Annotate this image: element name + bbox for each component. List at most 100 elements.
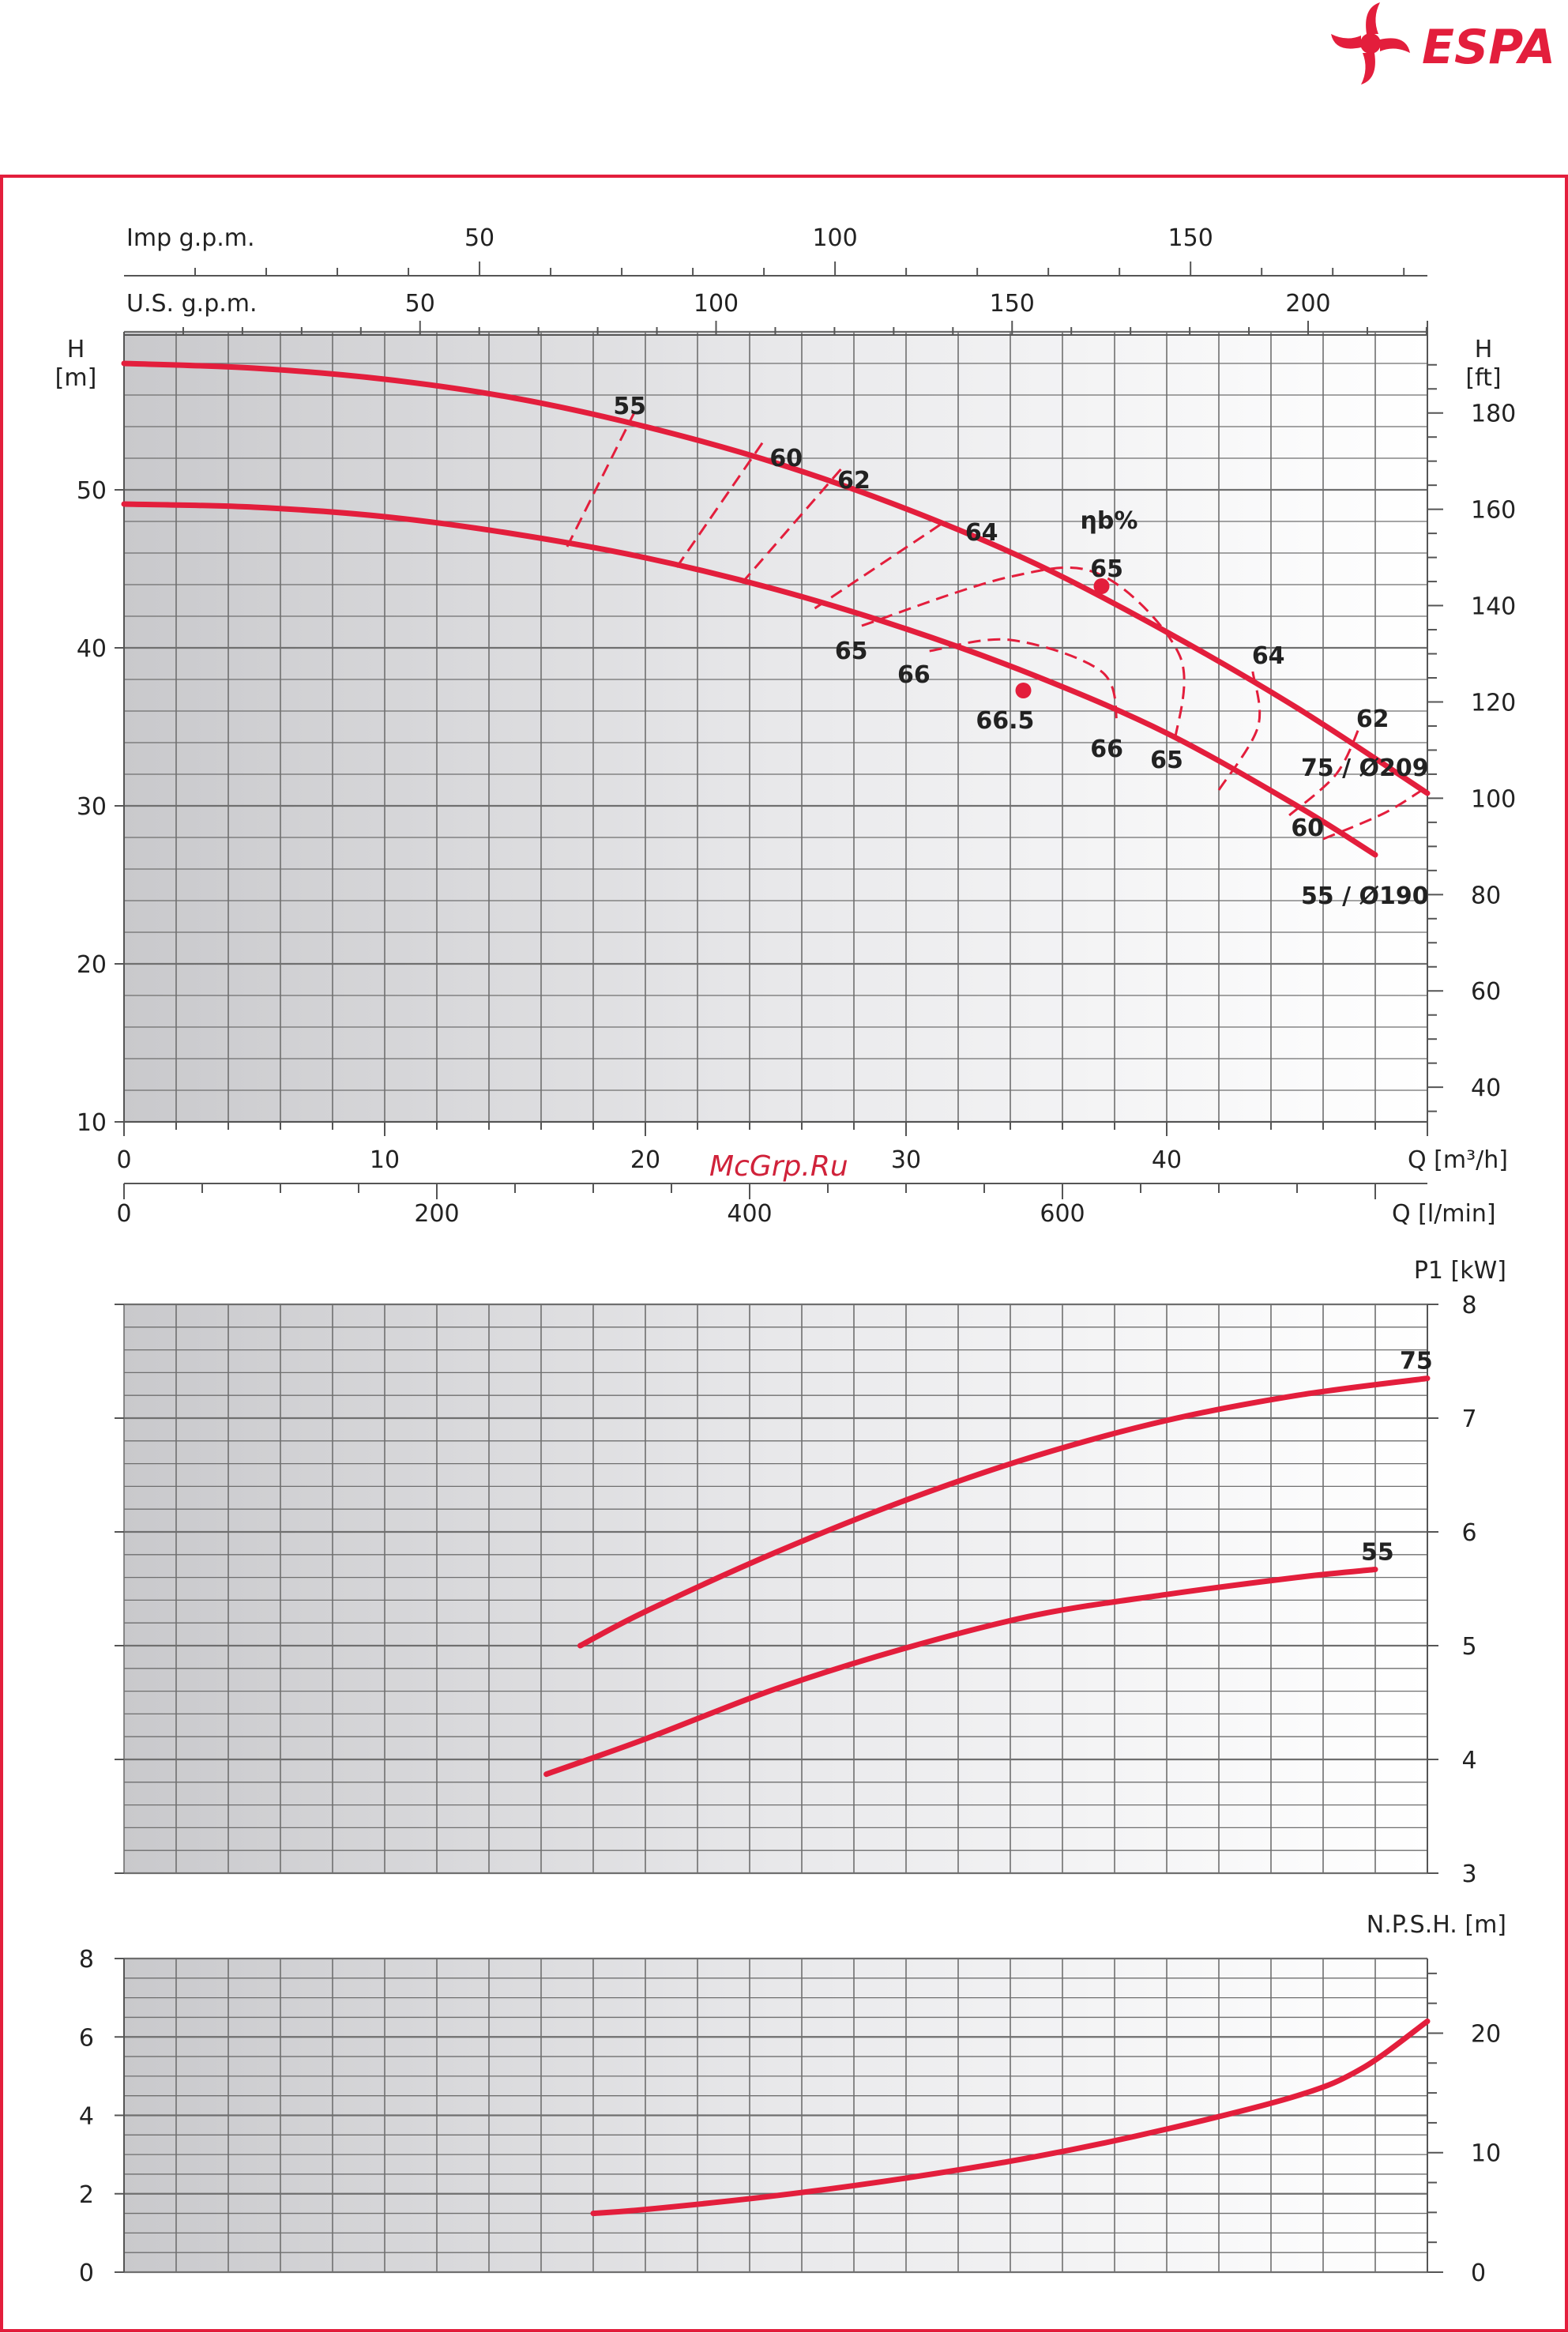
page-frame	[0, 175, 1568, 2332]
power-axis-title: P1 [kW]	[1414, 1257, 1506, 1285]
lmin-tick-label: 600	[1040, 1200, 1085, 1228]
watermark: McGrp.Ru	[709, 1150, 848, 1183]
curve-label: 55 / Ø190	[1301, 882, 1429, 910]
gpm-tick-label: 50	[464, 224, 494, 252]
npsh-tick-label: 2	[79, 2181, 94, 2209]
efficiency-curve	[929, 638, 1119, 724]
ft-tick-label: 80	[1471, 882, 1501, 909]
npsh-curve	[590, 2018, 1431, 2217]
ft-tick-label: 100	[1471, 785, 1516, 813]
head-curves	[121, 360, 1431, 858]
npsh-ft-label: 10	[1471, 2140, 1501, 2168]
gpm-tick-label: 150	[1168, 224, 1213, 252]
npsh-tick-label: 0	[79, 2260, 94, 2287]
power-tick-label: 5	[1461, 1633, 1476, 1661]
gpm-tick-label: 200	[1285, 290, 1330, 318]
y-tick-label: 40	[77, 635, 107, 663]
y-tick-label: 20	[77, 951, 107, 979]
npsh-curve-line	[590, 2018, 1431, 2217]
y-tick-label: 10	[77, 1109, 107, 1137]
efficiency-curve	[566, 405, 639, 548]
gpm-tick-label: 100	[694, 290, 739, 318]
efficiency-curve	[740, 468, 842, 584]
efficiency-label: 65	[1150, 747, 1183, 774]
y-tick-label: 30	[77, 793, 107, 821]
bep-point	[1093, 578, 1110, 594]
y-axis-title-right-unit: [ft]	[1465, 364, 1501, 392]
lmin-tick-label: 200	[414, 1200, 459, 1228]
npsh-axis-title: N.P.S.H. [m]	[1367, 1911, 1506, 1939]
power-tick-label: 8	[1461, 1292, 1476, 1319]
y-axis-title-left: H	[67, 336, 85, 363]
gpm-axis-title: U.S. g.p.m.	[126, 290, 258, 318]
y-axis-title-left-unit: [m]	[55, 364, 97, 392]
power-tick-label: 7	[1461, 1405, 1476, 1433]
x-axis-title: Q [m³/h]	[1408, 1146, 1508, 1174]
npsh-axes: 0 2 4 6 8 0 10 20 N.P.S.H. [m]	[79, 1911, 1506, 2287]
efficiency-label: 66	[1090, 736, 1123, 763]
bep-point	[1015, 683, 1032, 698]
power-curve	[543, 1567, 1378, 1778]
ft-tick-label: 60	[1471, 978, 1501, 1006]
ft-tick-label: 140	[1471, 593, 1516, 621]
ft-tick-label: 180	[1471, 401, 1516, 428]
ft-tick-label: 120	[1471, 689, 1516, 717]
efficiency-label: 65	[1090, 555, 1123, 583]
efficiency-label: 65	[835, 638, 868, 665]
npsh-tick-label: 4	[79, 2103, 94, 2131]
power-curves: 75 55	[543, 1348, 1433, 1778]
power-curve-label: 55	[1361, 1539, 1394, 1567]
efficiency-curve	[814, 520, 946, 610]
efficiency-curve	[1322, 788, 1423, 841]
power-chart: 3 4 5 6 7 8 P1 [kW] 75 55	[115, 1257, 1506, 1888]
head-axes: 1020304050H[m]H[ft]406080100120140160180…	[55, 224, 1517, 1228]
gpm-tick-label: 50	[405, 290, 435, 318]
npsh-tick-label: 6	[79, 2024, 94, 2052]
head-chart: 1020304050H[m]H[ft]406080100120140160180…	[55, 224, 1517, 1228]
power-plot-background	[124, 1304, 1427, 1873]
power-tick-label: 4	[1461, 1747, 1476, 1774]
ft-tick-label: 160	[1471, 497, 1516, 525]
power-grid	[123, 1303, 1428, 1875]
lmin-tick-label: 0	[116, 1200, 131, 1228]
ft-tick-label: 40	[1471, 1074, 1501, 1102]
x-tick-label: 20	[630, 1146, 660, 1174]
head-curve	[121, 501, 1378, 858]
power-axes: 3 4 5 6 7 8 P1 [kW]	[115, 1257, 1506, 1888]
head-labels: 55 60 62 64 65 64 62 65 66 66.5 66 65 60 75 / Ø209 55 …	[613, 393, 1428, 910]
impeller-icon	[1331, 2, 1410, 85]
gpm-axis-title: Imp g.p.m.	[126, 224, 255, 252]
y-axis-title-right: H	[1475, 336, 1493, 363]
power-tick-label: 3	[1461, 1861, 1476, 1888]
efficiency-title: ηb%	[1081, 507, 1138, 535]
x-tick-label: 30	[891, 1146, 921, 1174]
brand-logo: ESPA	[1331, 2, 1555, 85]
npsh-ft-label: 0	[1471, 2260, 1486, 2287]
efficiency-label: 64	[1252, 642, 1285, 670]
efficiency-label: 64	[965, 519, 998, 547]
efficiency-label: 55	[613, 393, 646, 420]
efficiency-label: 66	[897, 661, 931, 689]
lmin-tick-label: 400	[727, 1200, 772, 1228]
gpm-tick-label: 150	[990, 290, 1035, 318]
efficiency-curve	[675, 442, 764, 568]
power-curve	[577, 1375, 1431, 1649]
curve-label: 75 / Ø209	[1301, 754, 1429, 782]
efficiency-label: 60	[1291, 815, 1324, 842]
efficiency-curves	[566, 405, 1423, 841]
power-tick-label: 6	[1461, 1519, 1476, 1547]
lmin-axis-title: Q [l/min]	[1392, 1200, 1496, 1228]
gpm-tick-label: 100	[812, 224, 857, 252]
x-tick-label: 0	[116, 1146, 131, 1174]
npsh-ft-label: 20	[1471, 2020, 1501, 2048]
x-tick-label: 10	[370, 1146, 400, 1174]
npsh-chart: 0 2 4 6 8 0 10 20 N.P.S.H. [m]	[79, 1911, 1506, 2287]
efficiency-label: 62	[837, 467, 870, 495]
x-tick-label: 40	[1152, 1146, 1182, 1174]
efficiency-curve	[861, 566, 1186, 743]
npsh-tick-label: 8	[79, 1946, 94, 1974]
brand-name: ESPA	[1422, 20, 1555, 75]
head-curve	[121, 360, 1431, 796]
efficiency-label: 66.5	[976, 707, 1034, 735]
